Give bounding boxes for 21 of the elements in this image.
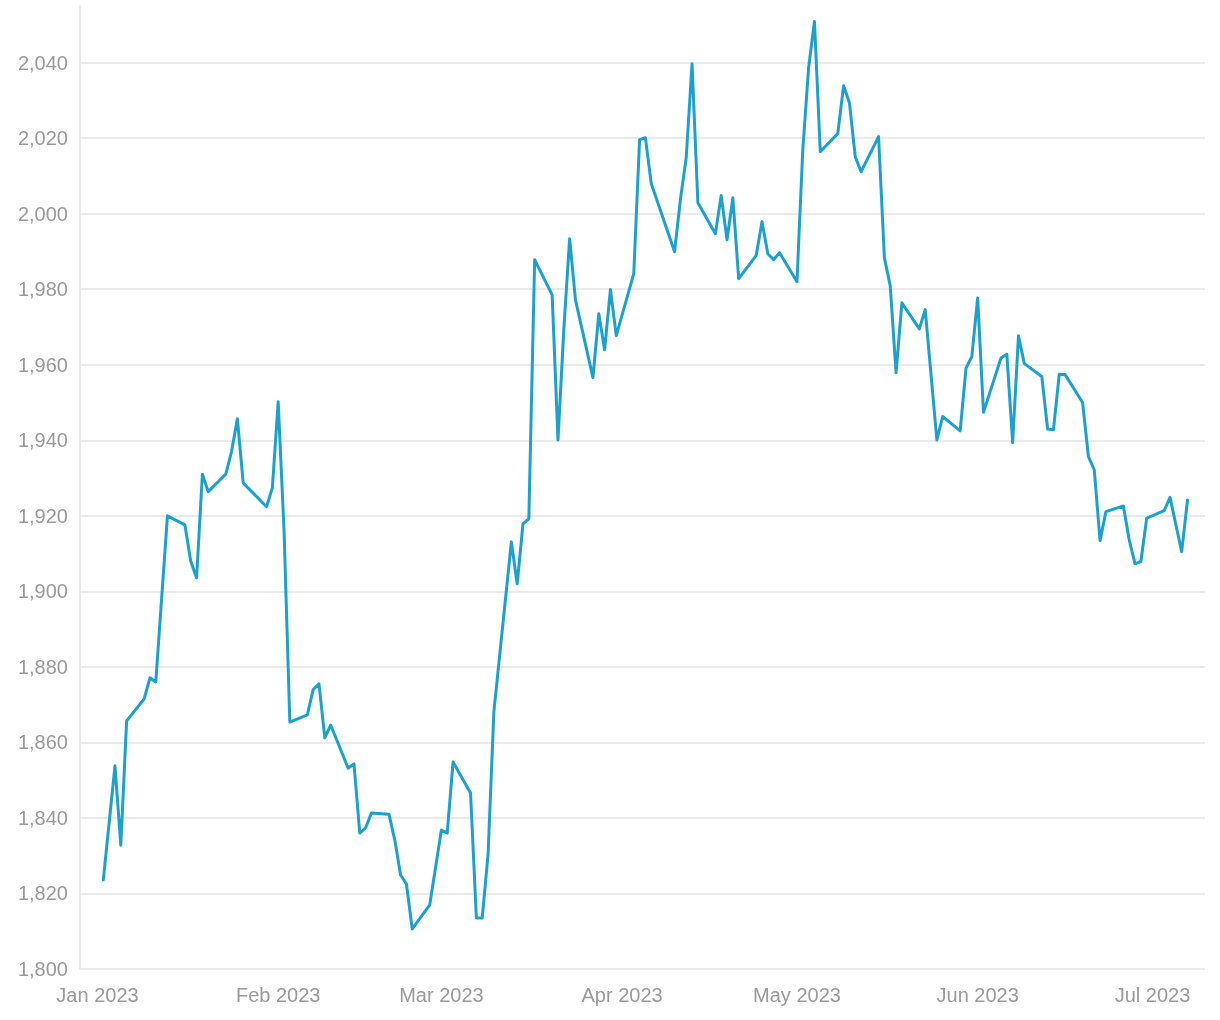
y-tick-label: 1,880: [17, 655, 68, 678]
y-tick-label: 1,860: [17, 731, 68, 754]
x-tick-label: Jun 2023: [936, 984, 1019, 1006]
x-tick-label: Apr 2023: [581, 984, 663, 1006]
x-tick-label: Jan 2023: [56, 984, 139, 1006]
x-tick-label: Mar 2023: [399, 984, 484, 1006]
y-tick-label: 1,960: [17, 353, 68, 376]
line-series: [101, 19, 1190, 931]
y-tick-label: 1,820: [17, 882, 68, 905]
y-tick-label: 2,040: [17, 51, 68, 74]
x-tick-label: Jul 2023: [1114, 984, 1191, 1006]
y-tick-label: 1,940: [17, 429, 68, 452]
y-tick-label: 1,920: [17, 504, 68, 527]
y-tick-label: 1,800: [17, 958, 68, 980]
y-tick-label: 2,020: [17, 127, 68, 150]
y-tick-label: 1,840: [17, 806, 68, 829]
x-tick-label: Feb 2023: [235, 984, 321, 1006]
x-tick-label: May 2023: [753, 984, 841, 1006]
y-tick-label: 2,000: [17, 202, 68, 225]
y-tick-label: 1,980: [17, 278, 68, 301]
y-tick-label: 1,900: [17, 580, 68, 603]
